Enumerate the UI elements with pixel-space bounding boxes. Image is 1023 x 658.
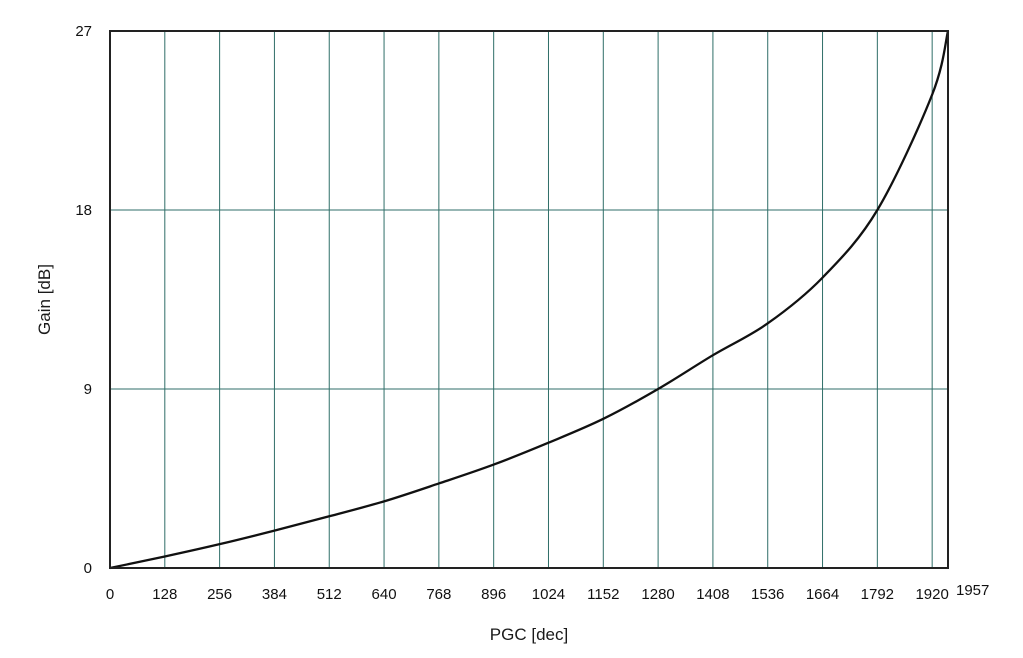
x-tick-label: 640 — [372, 586, 397, 603]
x-tick-label: 512 — [317, 586, 342, 603]
x-tick-label: 768 — [426, 586, 451, 603]
y-tick-label: 9 — [84, 381, 92, 398]
y-tick-label: 27 — [75, 23, 92, 40]
grid-lines — [110, 31, 948, 568]
x-tick-label: 1664 — [806, 586, 839, 603]
tick-labels: 0 128 256 384 512 640 768 896 1024 1152 1280 1408 15… — [75, 23, 989, 603]
x-tick-label: 1792 — [861, 586, 894, 603]
x-tick-label: 384 — [262, 586, 287, 603]
x-tick-label: 1024 — [532, 586, 565, 603]
x-tick-label: 1280 — [641, 586, 674, 603]
x-tick-label: 1920 — [915, 586, 948, 603]
gain-curve — [109, 30, 950, 570]
x-tick-label: 1957 — [956, 582, 989, 599]
x-tick-label: 1408 — [696, 586, 729, 603]
y-tick-label: 0 — [84, 560, 92, 577]
x-tick-label: 256 — [207, 586, 232, 603]
x-tick-label: 896 — [481, 586, 506, 603]
x-tick-label: 0 — [106, 586, 114, 603]
series-layer — [109, 30, 950, 570]
y-axis-title: Gain [dB] — [35, 264, 54, 335]
x-tick-label: 1152 — [587, 586, 619, 603]
x-tick-label: 128 — [152, 586, 177, 603]
y-tick-label: 18 — [75, 202, 92, 219]
x-tick-label: 1536 — [751, 586, 784, 603]
x-axis-title: PGC [dec] — [490, 625, 568, 644]
plot-frame — [109, 30, 949, 569]
